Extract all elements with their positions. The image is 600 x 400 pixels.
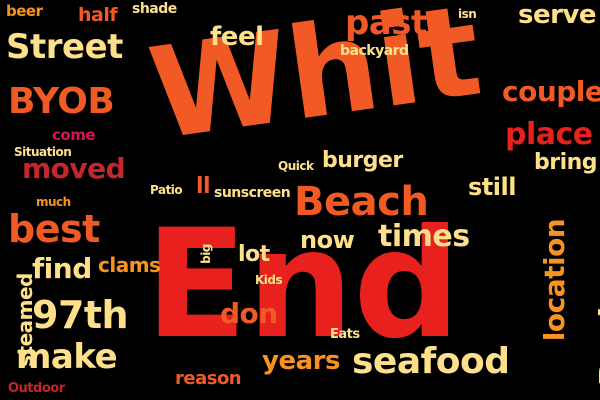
word-bring: bring (534, 150, 598, 175)
word-end: End (145, 198, 461, 372)
word-make: make (16, 337, 118, 377)
word-now: now (300, 226, 355, 254)
word-outdoor: Outdoor (8, 381, 65, 396)
word-serve: serve (518, 0, 597, 30)
word-place: place (505, 117, 593, 152)
word-situation: Situation (14, 145, 72, 159)
word-beer: beer (6, 2, 43, 20)
word-backyard: backyard (340, 43, 409, 59)
word-beach: Beach (294, 179, 429, 225)
word-location: location (538, 218, 572, 342)
word-much: much (36, 195, 71, 209)
word-feel: feel (210, 22, 264, 52)
word-lot: lot (238, 242, 270, 267)
word-couple: couple (502, 75, 600, 108)
word-seafood: seafood (352, 341, 510, 382)
word-past: past (345, 3, 427, 43)
word-quick: Quick (278, 159, 314, 173)
word-isn: isn (458, 7, 477, 21)
word-shade: shade (132, 1, 177, 17)
word-times: times (378, 219, 470, 254)
word-patio: Patio (150, 183, 183, 197)
word-kids: Kids (255, 273, 283, 287)
word-still: still (468, 173, 516, 201)
word-sunscreen: sunscreen (214, 185, 291, 201)
word-best: best (8, 207, 100, 251)
word-eats: Eats (330, 327, 360, 342)
word-don: don (220, 297, 278, 330)
word-find: find (32, 252, 92, 285)
word-come: come (52, 126, 96, 144)
word-half: half (78, 4, 118, 26)
word-reason: reason (175, 368, 242, 389)
word-street: Street (6, 27, 123, 67)
word-rockaways: Rockaways (593, 179, 600, 387)
word-clams: clams (98, 253, 161, 277)
word-97th: 97th (32, 293, 129, 337)
word-byob: BYOB (8, 81, 115, 122)
word-big: big (198, 244, 213, 264)
word-years: years (262, 346, 340, 376)
word-burger: burger (322, 148, 403, 173)
word-moved: moved (22, 152, 126, 185)
word-whit: Whit (141, 0, 489, 169)
word-ll: ll (196, 174, 211, 199)
